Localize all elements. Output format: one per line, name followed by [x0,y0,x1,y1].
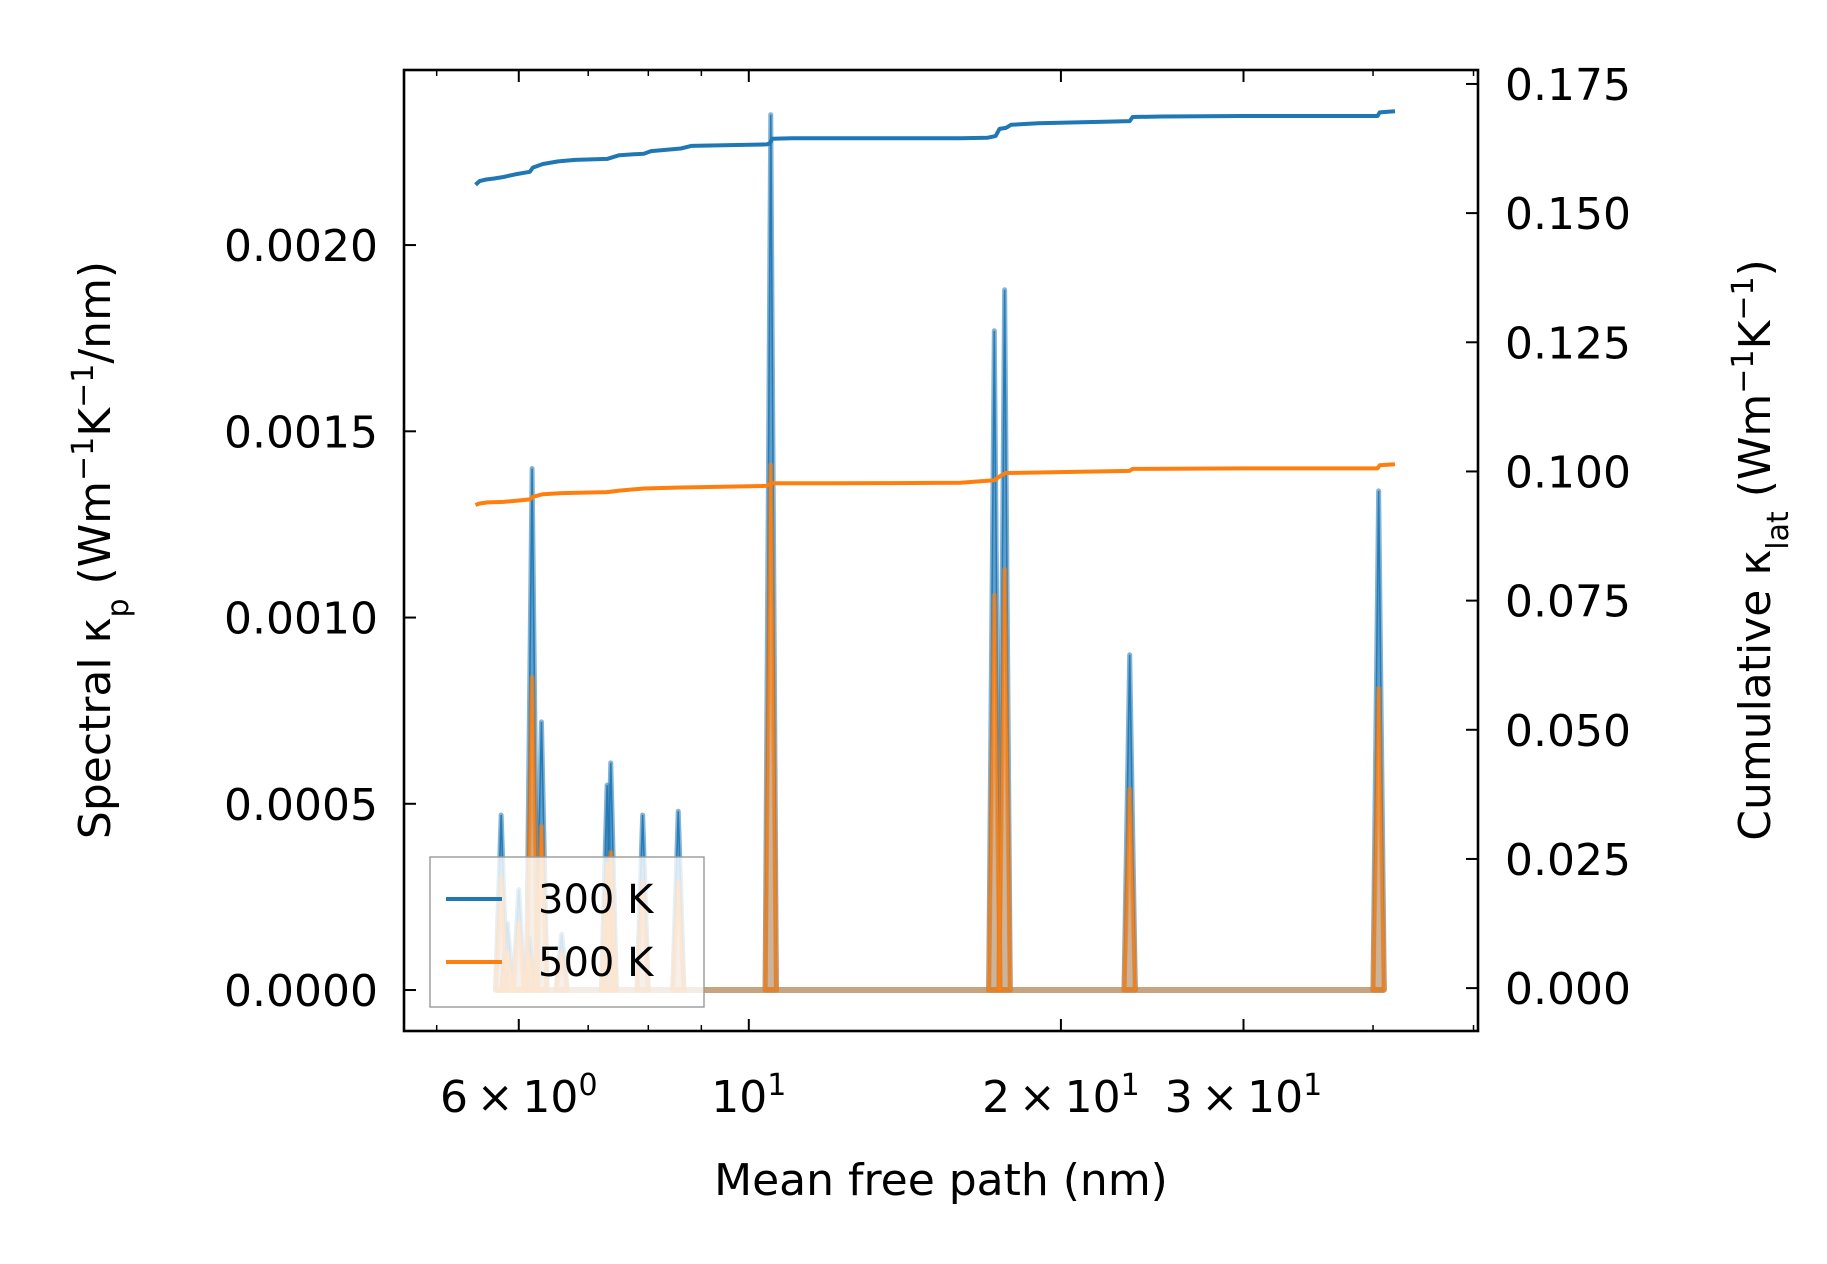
legend: 300 K 500 K [429,856,705,1008]
y-left-tick-label: 0.0005 [224,780,378,831]
legend-box [429,856,705,1008]
legend-label-300k: 300 K [538,877,655,923]
spectral-line-500k [1372,688,1386,991]
y-right-tick-label: 0.150 [1505,189,1631,240]
cumulative-series-layer [474,109,1396,507]
y-left-tick-label: 0.0015 [224,407,378,458]
y-right-tick-label: 0.025 [1505,835,1631,886]
y-right-tick-label: 0.075 [1505,577,1631,628]
x-tick-label: 2 × 101 [982,1068,1140,1124]
cumulative-line-300k [474,109,1396,187]
spectral-line-500k [1123,788,1137,991]
x-tick-label: 101 [711,1068,786,1124]
y-right-tick-label: 0.125 [1505,318,1631,369]
y-left-tick-label: 0.0000 [224,966,378,1017]
x-tick-label: 6 × 100 [440,1068,598,1124]
cumulative-line-500k [474,462,1396,507]
y-axis-label-right: Cumulative κlat (Wm−1K−1) [1726,259,1796,841]
y-left-tick-label: 0.0010 [224,594,378,645]
y-right-tick-label: 0.175 [1505,60,1631,111]
spectral-line-500k [998,569,1012,991]
y-right-tick-label: 0.100 [1505,447,1631,498]
spectral-line-500k [987,595,1001,991]
axis-ticks [404,70,1478,1031]
y-left-tick-label: 0.0020 [224,221,378,272]
y-right-tick-label: 0.050 [1505,706,1631,757]
y-right-tick-label: 0.000 [1505,964,1631,1015]
x-axis-label: Mean free path (nm) [714,1155,1168,1206]
x-tick-label: 3 × 101 [1165,1068,1323,1124]
legend-label-500k: 500 K [538,940,655,986]
plot-frame [402,68,1480,1033]
y-axis-label-left: Spectral κp (Wm−1K−1/nm) [66,261,136,839]
spectral-line-500k [764,464,778,991]
